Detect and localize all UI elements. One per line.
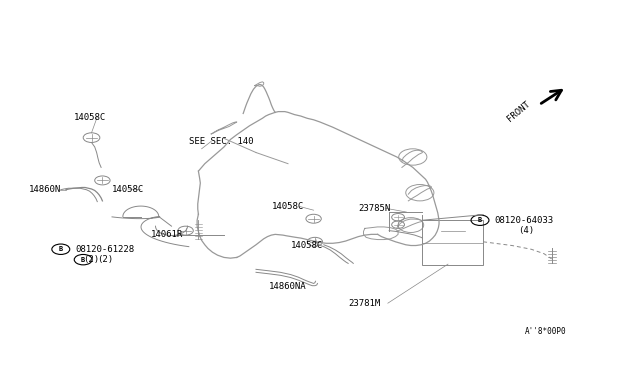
Text: 14860N: 14860N: [29, 185, 61, 194]
Text: 23781M: 23781M: [349, 299, 381, 308]
Text: 23785N: 23785N: [358, 204, 390, 213]
Text: SEE SEC. 140: SEE SEC. 140: [189, 137, 253, 146]
Text: (2): (2): [83, 255, 99, 264]
Text: 14860NA: 14860NA: [269, 282, 307, 291]
Text: 08120-64033: 08120-64033: [494, 216, 553, 225]
Text: 14058C: 14058C: [291, 241, 323, 250]
Text: B: B: [478, 217, 482, 223]
Text: 14058C: 14058C: [112, 185, 144, 194]
Text: 14058C: 14058C: [74, 113, 106, 122]
Text: B: B: [59, 246, 63, 252]
Text: A''8*00P0: A''8*00P0: [525, 327, 566, 336]
Text: 14058C: 14058C: [272, 202, 304, 211]
Text: (4): (4): [518, 226, 534, 235]
Text: (2): (2): [97, 255, 113, 264]
Text: FRONT: FRONT: [506, 100, 532, 124]
Text: 08120-61228: 08120-61228: [75, 245, 134, 254]
Text: 14061R: 14061R: [150, 230, 182, 239]
Text: B: B: [81, 257, 85, 263]
